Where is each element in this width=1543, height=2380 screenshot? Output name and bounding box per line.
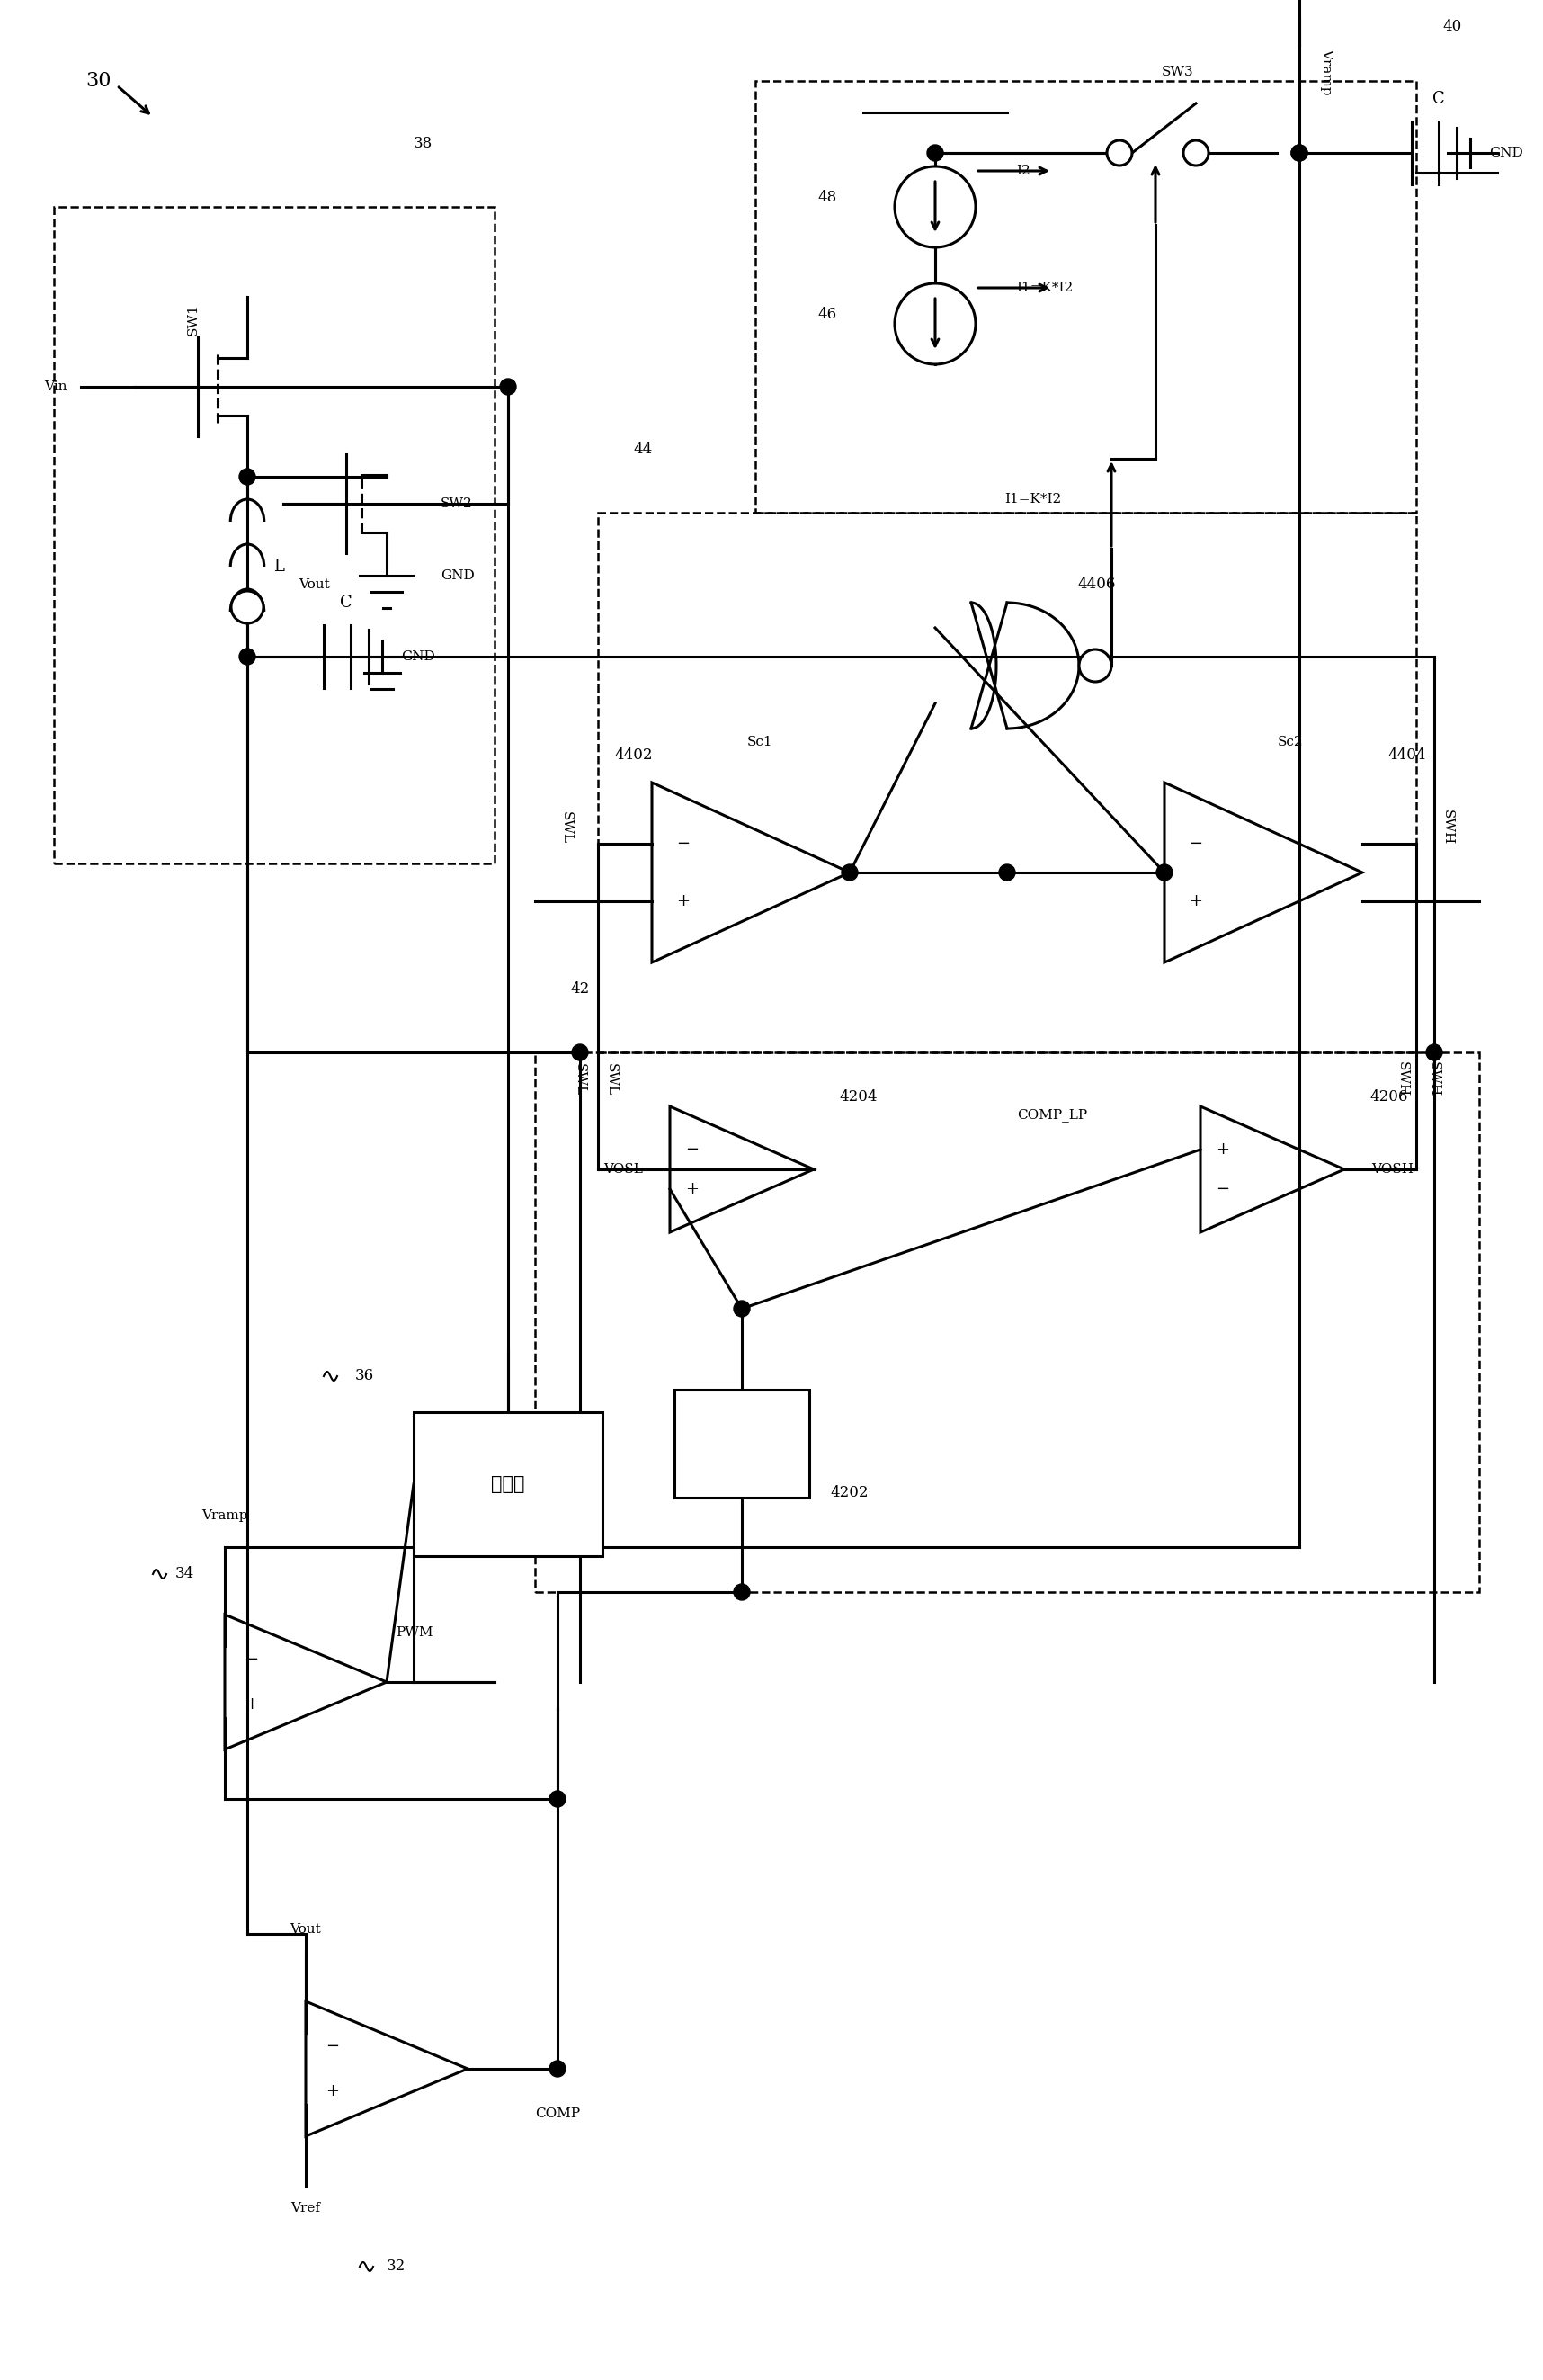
Text: Vramp: Vramp	[1319, 50, 1333, 95]
Text: 驱动器: 驱动器	[491, 1476, 525, 1492]
Text: −: −	[1216, 1180, 1230, 1197]
Text: Vramp: Vramp	[202, 1509, 248, 1521]
Text: 46: 46	[818, 307, 836, 321]
Text: Vref: Vref	[292, 2202, 321, 2213]
Text: 32: 32	[386, 2259, 406, 2275]
Text: L: L	[273, 559, 284, 574]
Circle shape	[895, 283, 975, 364]
Text: 4202: 4202	[830, 1485, 869, 1502]
Circle shape	[239, 469, 256, 486]
Text: VOSL: VOSL	[603, 1164, 643, 1176]
Text: 4404: 4404	[1389, 747, 1426, 764]
Text: Vout: Vout	[299, 578, 330, 590]
Bar	[54, 207, 495, 864]
Circle shape	[1156, 864, 1173, 881]
Text: −: −	[326, 2037, 339, 2054]
Text: C: C	[339, 595, 352, 612]
Text: SWL: SWL	[560, 812, 572, 845]
Text: I1=K*I2: I1=K*I2	[1017, 281, 1072, 295]
Text: 48: 48	[818, 190, 836, 205]
Text: Sc2: Sc2	[1278, 735, 1304, 747]
Circle shape	[1183, 140, 1208, 167]
Bar	[535, 1052, 1480, 1592]
Bar	[599, 512, 1416, 1052]
Text: GND: GND	[441, 569, 475, 583]
Text: SW1: SW1	[187, 302, 199, 336]
Text: COMP_LP: COMP_LP	[1017, 1109, 1088, 1121]
Text: 42: 42	[571, 983, 589, 997]
Text: 4402: 4402	[614, 747, 653, 764]
Circle shape	[500, 378, 515, 395]
Text: VOSH: VOSH	[1372, 1164, 1413, 1176]
Circle shape	[734, 1299, 750, 1316]
Text: SWH: SWH	[1396, 1061, 1409, 1097]
Text: GND: GND	[401, 650, 435, 664]
Text: +: +	[677, 892, 690, 909]
Text: 40: 40	[1443, 19, 1461, 36]
Circle shape	[998, 864, 1015, 881]
Text: GND: GND	[1489, 148, 1523, 159]
Text: SWL: SWL	[605, 1064, 617, 1095]
Text: PWM: PWM	[395, 1626, 434, 1640]
Text: +: +	[685, 1180, 699, 1197]
Circle shape	[1079, 650, 1111, 681]
Text: 36: 36	[355, 1368, 373, 1383]
Text: 34: 34	[174, 1566, 194, 1583]
Text: −: −	[676, 835, 690, 852]
Text: +: +	[326, 2082, 339, 2099]
Circle shape	[231, 590, 264, 624]
Text: SWH: SWH	[1441, 809, 1454, 845]
Circle shape	[1291, 145, 1307, 162]
Text: I1=K*I2: I1=K*I2	[1004, 493, 1062, 505]
Circle shape	[927, 145, 943, 162]
Text: −: −	[245, 1652, 259, 1668]
Circle shape	[1291, 145, 1307, 162]
Text: 4206: 4206	[1370, 1090, 1409, 1104]
Circle shape	[734, 1585, 750, 1599]
Text: 4406: 4406	[1079, 576, 1116, 593]
Text: SWL: SWL	[574, 1064, 586, 1095]
Text: COMP: COMP	[535, 2106, 580, 2121]
Circle shape	[549, 1790, 566, 1806]
Text: Vout: Vout	[290, 1923, 321, 1935]
Circle shape	[572, 1045, 588, 1061]
Text: 4204: 4204	[839, 1090, 878, 1104]
Circle shape	[895, 167, 975, 248]
Text: 38: 38	[414, 136, 432, 152]
Circle shape	[239, 647, 256, 664]
Text: 44: 44	[633, 443, 653, 457]
Bar	[756, 81, 1416, 512]
Bar	[414, 1411, 602, 1557]
Circle shape	[1106, 140, 1133, 167]
Bar	[674, 1390, 809, 1497]
Text: C: C	[1432, 90, 1444, 107]
Text: 30: 30	[85, 71, 111, 90]
Text: SW2: SW2	[441, 497, 472, 509]
Text: Sc1: Sc1	[747, 735, 773, 747]
Text: −: −	[685, 1142, 699, 1157]
Circle shape	[1426, 1045, 1443, 1061]
Text: −: −	[1190, 835, 1202, 852]
Text: Vin: Vin	[45, 381, 68, 393]
Text: +: +	[245, 1697, 259, 1714]
Text: +: +	[1190, 892, 1202, 909]
Text: I2: I2	[1017, 164, 1031, 176]
Text: SWH: SWH	[1427, 1061, 1441, 1097]
Circle shape	[841, 864, 858, 881]
Circle shape	[549, 2061, 566, 2078]
Text: SW3: SW3	[1162, 67, 1194, 79]
Text: +: +	[1216, 1142, 1230, 1157]
